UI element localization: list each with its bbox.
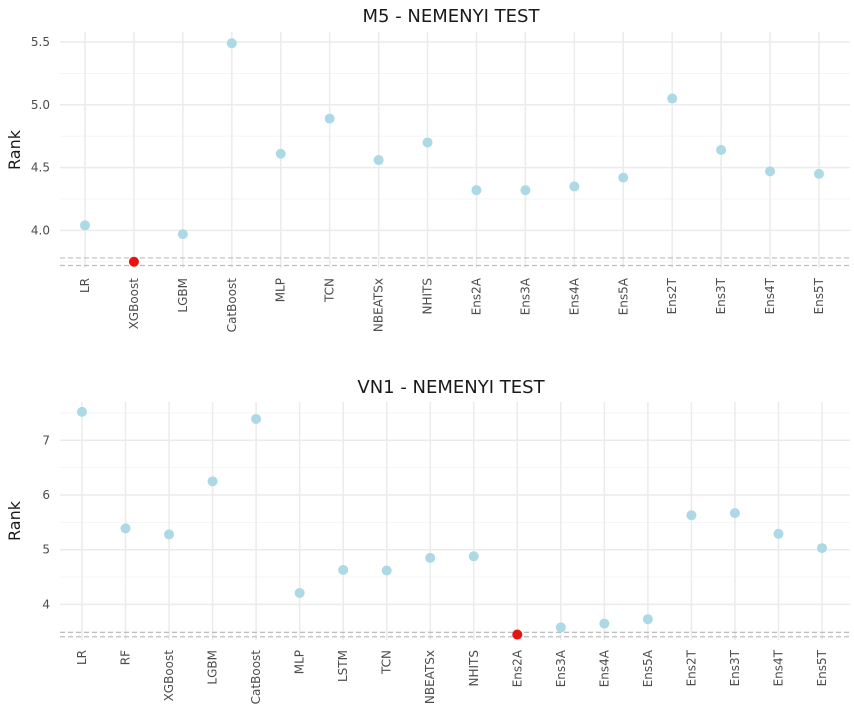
x-tick-label: LR xyxy=(75,650,89,665)
rank-point xyxy=(226,38,237,49)
x-tick-label: Ens2T xyxy=(665,277,679,314)
x-tick-label: Ens3T xyxy=(728,649,742,686)
rank-point xyxy=(686,510,697,521)
y-tick-label: 6 xyxy=(42,488,50,502)
x-tick-label: Ens4A xyxy=(567,277,581,315)
rank-point xyxy=(555,622,566,633)
x-tick-label: Ens4A xyxy=(597,649,611,687)
rank-point xyxy=(77,406,87,417)
vn1-panel: 4 5 6 7 LR RF XGBoost LGBM CatBoost MLP LSTM TCN NBE… xyxy=(5,377,850,704)
y-axis-title: Rank xyxy=(5,129,24,170)
x-tick-label: Ens3T xyxy=(714,277,728,314)
rank-point xyxy=(422,137,433,148)
rank-point xyxy=(618,172,629,183)
x-tick-label: Ens3A xyxy=(518,277,532,315)
x-tick-label: CatBoost xyxy=(249,650,263,705)
x-tick-label: MLP xyxy=(274,278,288,302)
x-tick-label: NHITS xyxy=(467,650,481,687)
x-tick-label: Ens5A xyxy=(641,649,655,687)
rank-point xyxy=(80,220,90,231)
x-tick-label: Ens3A xyxy=(554,649,568,687)
y-tick-label: 5 xyxy=(42,543,50,557)
rank-point xyxy=(667,93,678,104)
rank-point xyxy=(765,166,776,177)
rank-point xyxy=(814,168,824,179)
rank-point xyxy=(468,551,479,562)
x-tick-label: CatBoost xyxy=(225,278,239,333)
x-tick-label: LR xyxy=(78,278,92,293)
rank-point xyxy=(275,148,286,159)
rank-point xyxy=(817,543,827,554)
rank-point xyxy=(520,185,531,196)
rank-point xyxy=(569,181,580,192)
y-tick-label: 4.5 xyxy=(31,161,50,175)
rank-point xyxy=(729,508,740,519)
x-tick-label: NBEATSx xyxy=(372,278,386,332)
rank-point xyxy=(773,528,784,539)
rank-point xyxy=(381,565,392,576)
x-tick-label: Ens5T xyxy=(815,649,829,686)
x-tick-label: TCN xyxy=(323,278,337,303)
x-tick-label: XGBoost xyxy=(127,278,141,330)
m5-panel: 4.0 4.5 5.0 5.5 LR XGBoost LGBM CatBoost MLP TCN N… xyxy=(5,6,850,332)
x-tick-label: Ens2T xyxy=(684,649,698,686)
x-tick-label: LSTM xyxy=(336,650,350,682)
x-tick-label: Ens4T xyxy=(763,277,777,314)
x-tick-label: TCN xyxy=(380,650,394,675)
rank-point xyxy=(177,229,188,240)
x-tick-label: RF xyxy=(119,650,133,665)
y-axis-title: Rank xyxy=(5,500,24,541)
chart-title: M5 - NEMENYI TEST xyxy=(363,6,541,27)
rank-point xyxy=(324,113,335,124)
rank-point xyxy=(120,523,131,534)
best-model-point xyxy=(512,629,523,640)
x-tick-label: NBEATSx xyxy=(423,650,437,704)
x-tick-label: Ens2A xyxy=(510,649,524,687)
x-tick-label: LGBM xyxy=(206,650,220,685)
rank-point xyxy=(471,185,482,196)
y-tick-label: 7 xyxy=(42,433,50,447)
x-tick-label: MLP xyxy=(293,650,307,674)
chart-title: VN1 - NEMENYI TEST xyxy=(357,377,545,398)
rank-point xyxy=(716,145,727,155)
x-tick-label: NHITS xyxy=(421,278,435,315)
x-tick-label: Ens5A xyxy=(616,277,630,315)
x-tick-label: Ens5T xyxy=(812,277,826,314)
y-tick-label: 4 xyxy=(42,597,50,611)
x-tick-label: XGBoost xyxy=(162,650,176,702)
rank-point xyxy=(642,614,653,625)
best-model-point xyxy=(128,256,139,267)
y-tick-label: 4.0 xyxy=(31,223,50,237)
y-tick-label: 5.0 xyxy=(31,98,50,112)
y-tick-label: 5.5 xyxy=(31,35,50,49)
rank-point xyxy=(373,155,384,166)
x-tick-label: Ens2A xyxy=(469,277,483,315)
rank-point xyxy=(338,564,349,575)
rank-point xyxy=(425,552,436,563)
rank-point xyxy=(207,476,218,487)
x-tick-label: LGBM xyxy=(176,278,190,313)
x-tick-label: Ens4T xyxy=(771,649,785,686)
rank-point xyxy=(164,529,175,540)
rank-point xyxy=(599,618,610,629)
rank-point xyxy=(294,587,305,598)
rank-point xyxy=(251,413,262,424)
